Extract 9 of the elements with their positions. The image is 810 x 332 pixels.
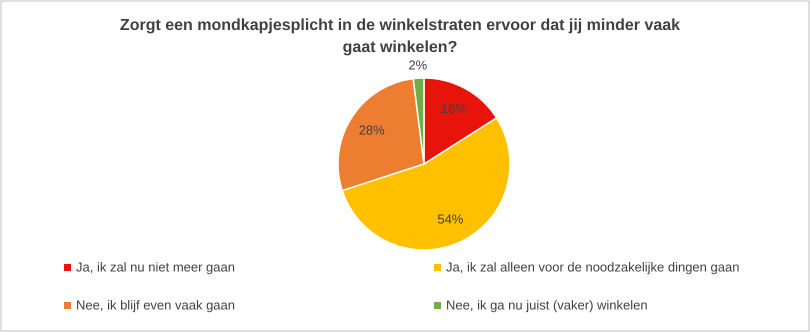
data-label: 54% xyxy=(437,211,464,226)
legend-label: Nee, ik blijf even vaak gaan xyxy=(76,297,235,312)
data-label: 2% xyxy=(408,58,428,73)
legend-label: Nee, ik ga nu juist (vaker) winkelen xyxy=(446,297,648,312)
chart-title: Zorgt een mondkapjesplicht in de winkelstraten ervoor dat jij minder vaak gaat winkelen? xyxy=(120,17,680,56)
data-label: 16% xyxy=(440,101,468,116)
data-label: 28% xyxy=(358,122,386,138)
legend-label: Ja, ik zal alleen voor de noodzakelijke dingen gaan xyxy=(446,259,740,274)
legend-label: Ja, ik zal nu niet meer gaan xyxy=(76,259,235,274)
